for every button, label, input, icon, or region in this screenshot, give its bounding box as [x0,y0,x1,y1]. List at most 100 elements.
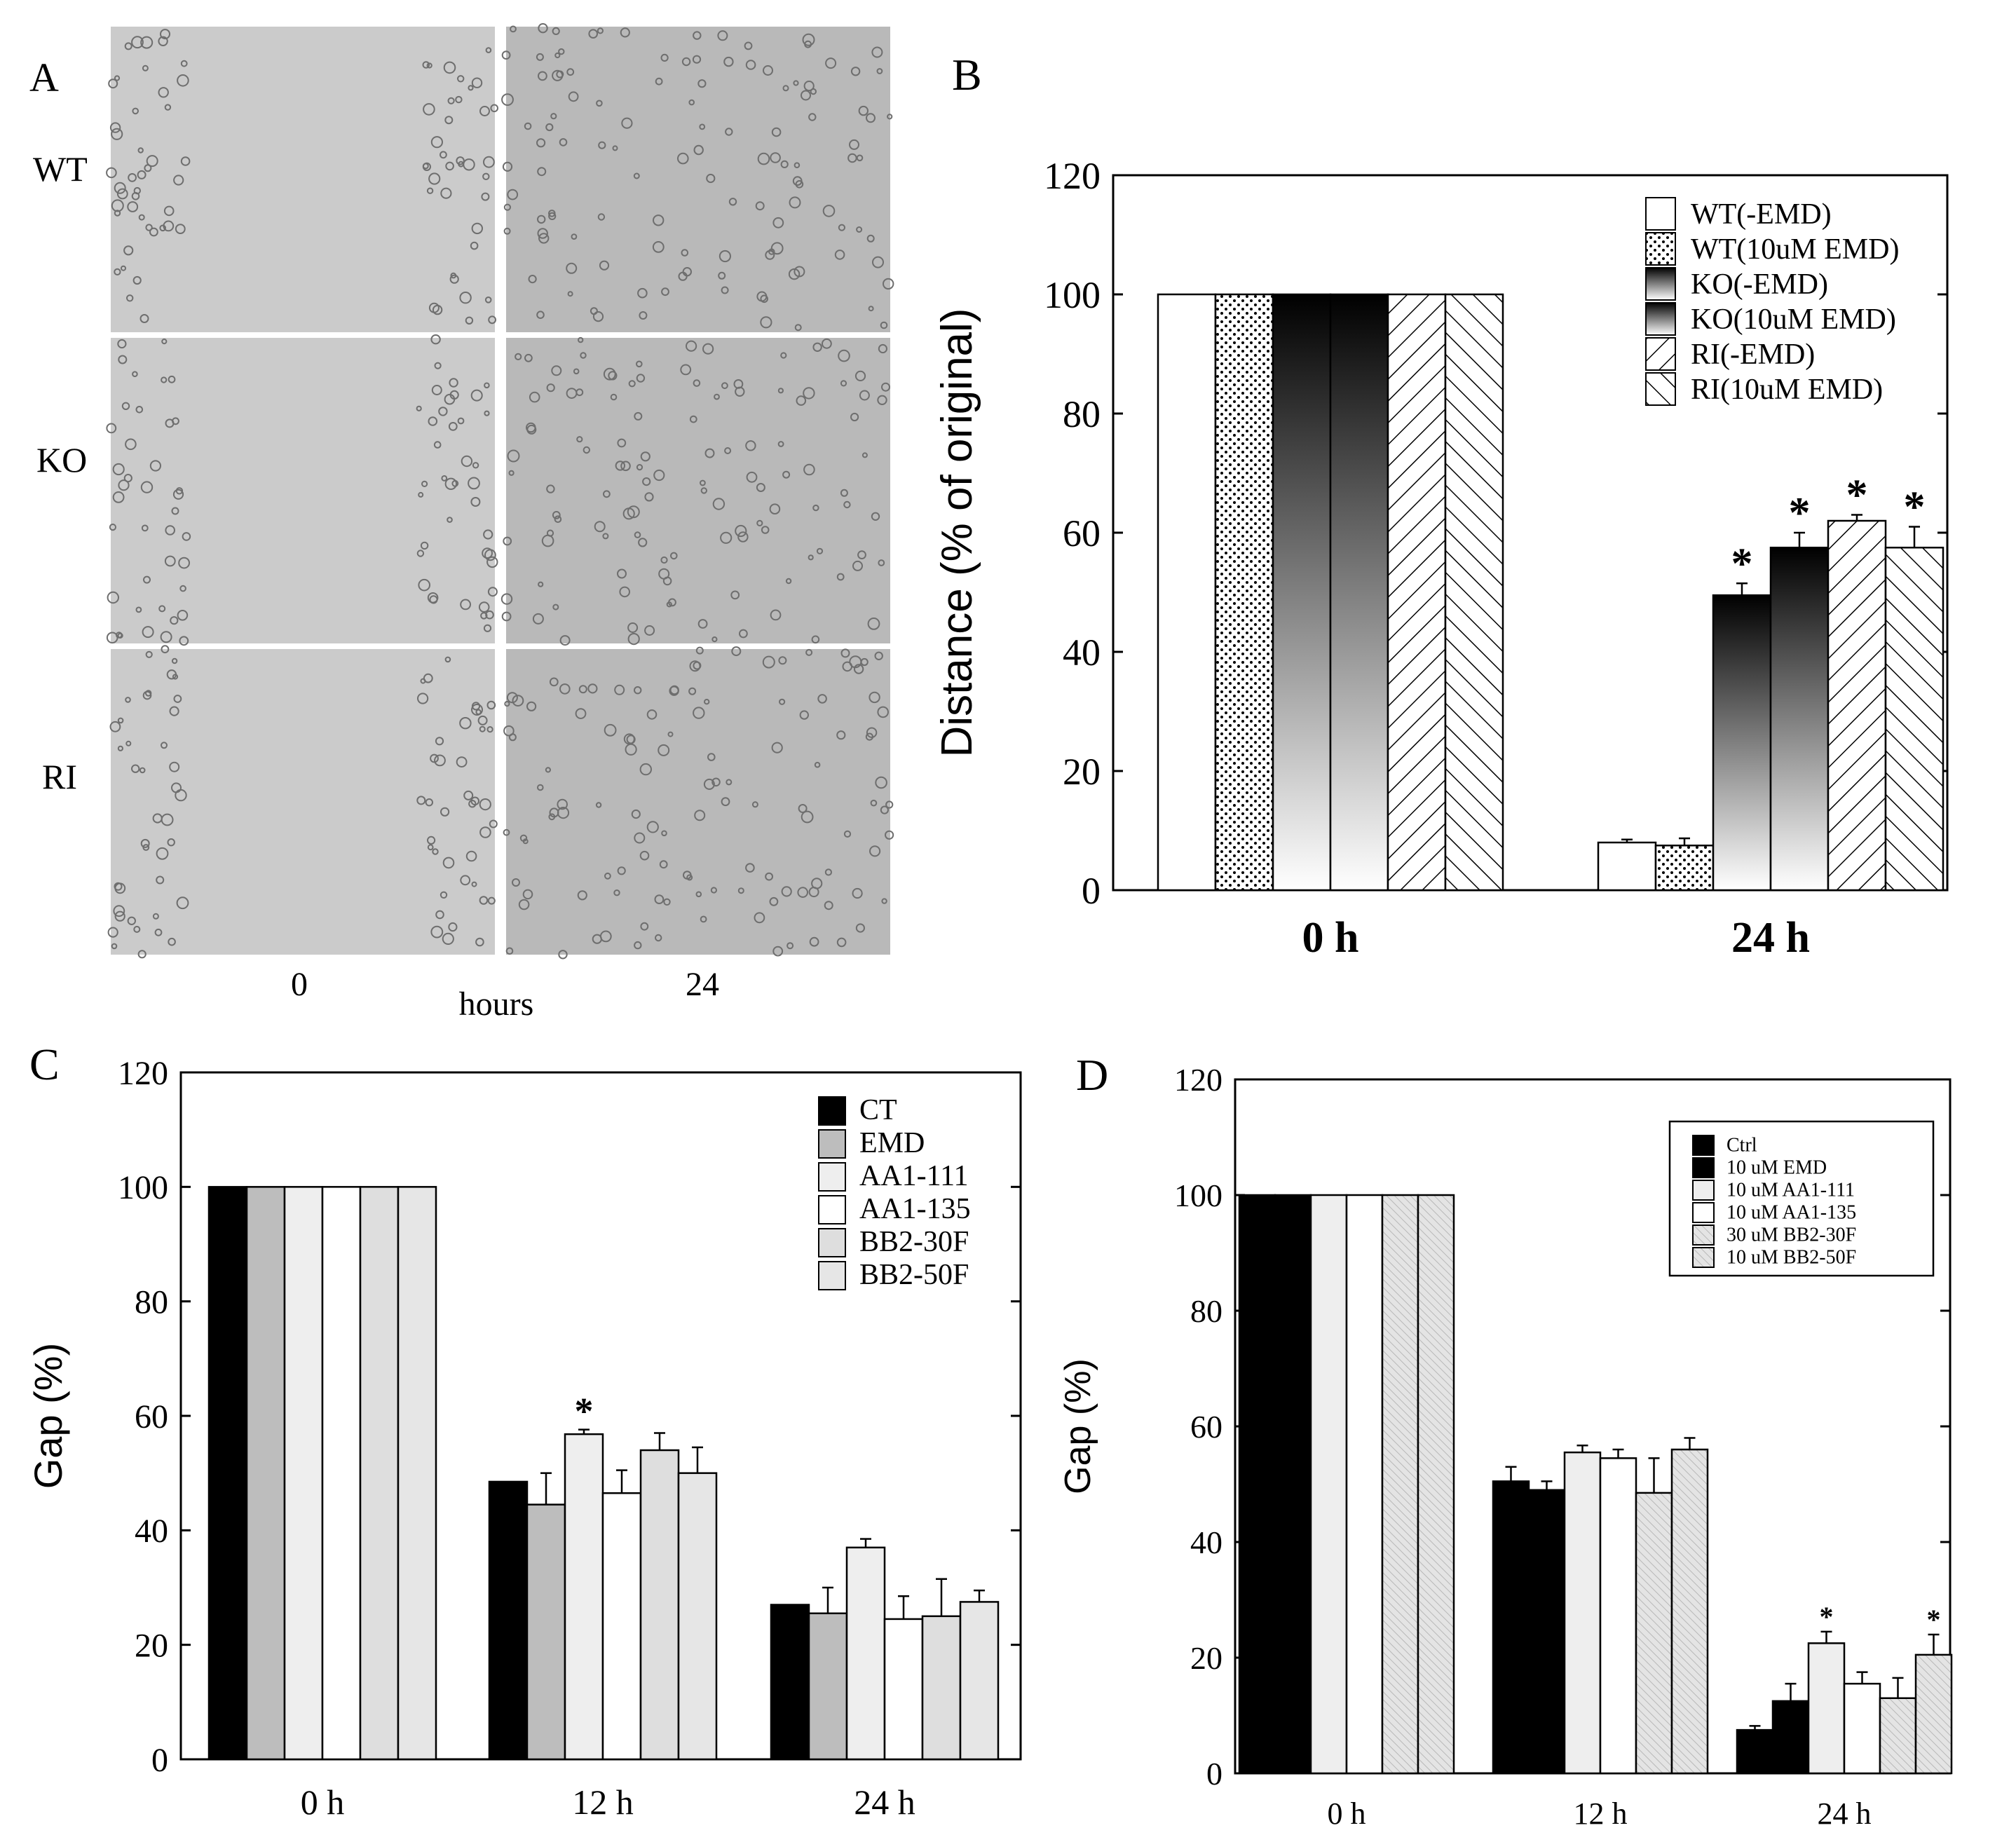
cell-mark [746,471,758,483]
cell-mark [634,832,646,844]
cell-mark [481,192,490,201]
cell-mark [557,798,568,810]
cell-mark [578,336,584,343]
cell-mark [456,756,468,768]
cell-mark [140,481,154,493]
cell-mark [440,187,452,199]
cell-mark [756,519,763,527]
cell-mark [803,81,815,92]
cell-mark [440,807,450,817]
cell-mark [693,144,704,156]
cell-mark [644,492,654,502]
cell-mark [470,389,483,402]
cell-mark [418,578,431,592]
col-label-0h: 0 [291,966,308,1003]
cell-mark [121,402,130,410]
cell-mark [661,287,669,296]
cell-mark [434,754,446,767]
significance-star: * [1820,1601,1834,1632]
cell-mark [158,87,169,98]
cell-mark [425,798,433,807]
cell-mark [617,438,627,448]
cell-mark [434,362,442,369]
cell-mark [457,75,465,83]
y-tick-label: 60 [1190,1409,1222,1445]
cell-mark [578,685,587,694]
cell-mark [538,233,550,244]
cell-mark [849,139,859,150]
cell-mark [448,422,458,431]
legend-label: KO(-EMD) [1691,268,1828,301]
cell-mark [825,57,837,69]
cell-mark [642,477,651,486]
cell-mark [482,547,493,559]
y-axis-label: Gap (%) [1058,1358,1098,1494]
cell-mark [793,80,799,86]
cell-mark [614,684,625,695]
cell-mark [877,395,887,405]
cell-mark [608,371,618,381]
cell-mark [127,201,139,212]
cell-mark [756,483,765,492]
cell-mark [552,27,560,36]
bar [770,1604,810,1761]
bar [1563,1451,1602,1775]
cell-mark [468,477,480,490]
cell-mark [770,152,781,163]
legend-label: AA1-111 [859,1160,969,1192]
cell-mark [866,113,876,123]
cell-mark [853,664,864,674]
cell-mark [631,809,641,819]
cell-mark [441,475,448,482]
legend-label: 10 uM AA1-111 [1726,1179,1855,1201]
cell-mark [444,116,454,125]
cell-mark [537,214,546,224]
cell-mark [161,376,168,383]
micrograph-background [506,649,890,955]
cell-mark [123,245,134,256]
cell-mark [680,364,692,376]
cell-mark [128,173,137,182]
cell-mark [745,60,756,70]
cell-mark [538,71,547,81]
cell-mark [640,922,649,931]
cell-mark [885,800,894,809]
cell-mark [145,224,153,231]
legend-label: BB2-30F [859,1226,969,1258]
cell-mark [503,227,511,235]
cell-mark [488,315,496,325]
cell-mark [655,77,663,86]
cell-mark [503,725,515,737]
cell-mark [483,529,493,540]
cell-mark [822,338,832,349]
legend-swatch [818,1129,846,1159]
y-tick-label: 60 [1063,512,1101,554]
cell-mark [796,395,807,406]
cell-mark [142,626,154,639]
cell-mark [712,498,726,510]
cell-mark [866,727,878,738]
cell-mark [536,138,546,148]
x-category-label: 24 h [854,1782,915,1822]
cell-mark [603,367,616,381]
cell-mark [852,887,863,899]
cell-mark [887,114,893,120]
cell-mark [598,141,606,149]
cell-mark [171,657,178,664]
cell-mark [587,683,598,694]
cell-mark [682,267,692,277]
cell-mark [617,568,627,579]
cell-mark [142,64,149,71]
cell-mark [428,302,440,313]
legend-label: 10 uM BB2-50F [1726,1246,1856,1268]
cell-mark [762,655,775,669]
cell-mark [522,889,533,900]
cell-mark [423,673,433,683]
bar [397,1186,437,1761]
cell-mark [487,587,498,597]
cell-mark [117,339,127,349]
cell-mark [471,881,477,887]
row-label-ko: KO [36,440,87,479]
cell-mark [479,106,490,116]
cell-mark [545,123,554,132]
